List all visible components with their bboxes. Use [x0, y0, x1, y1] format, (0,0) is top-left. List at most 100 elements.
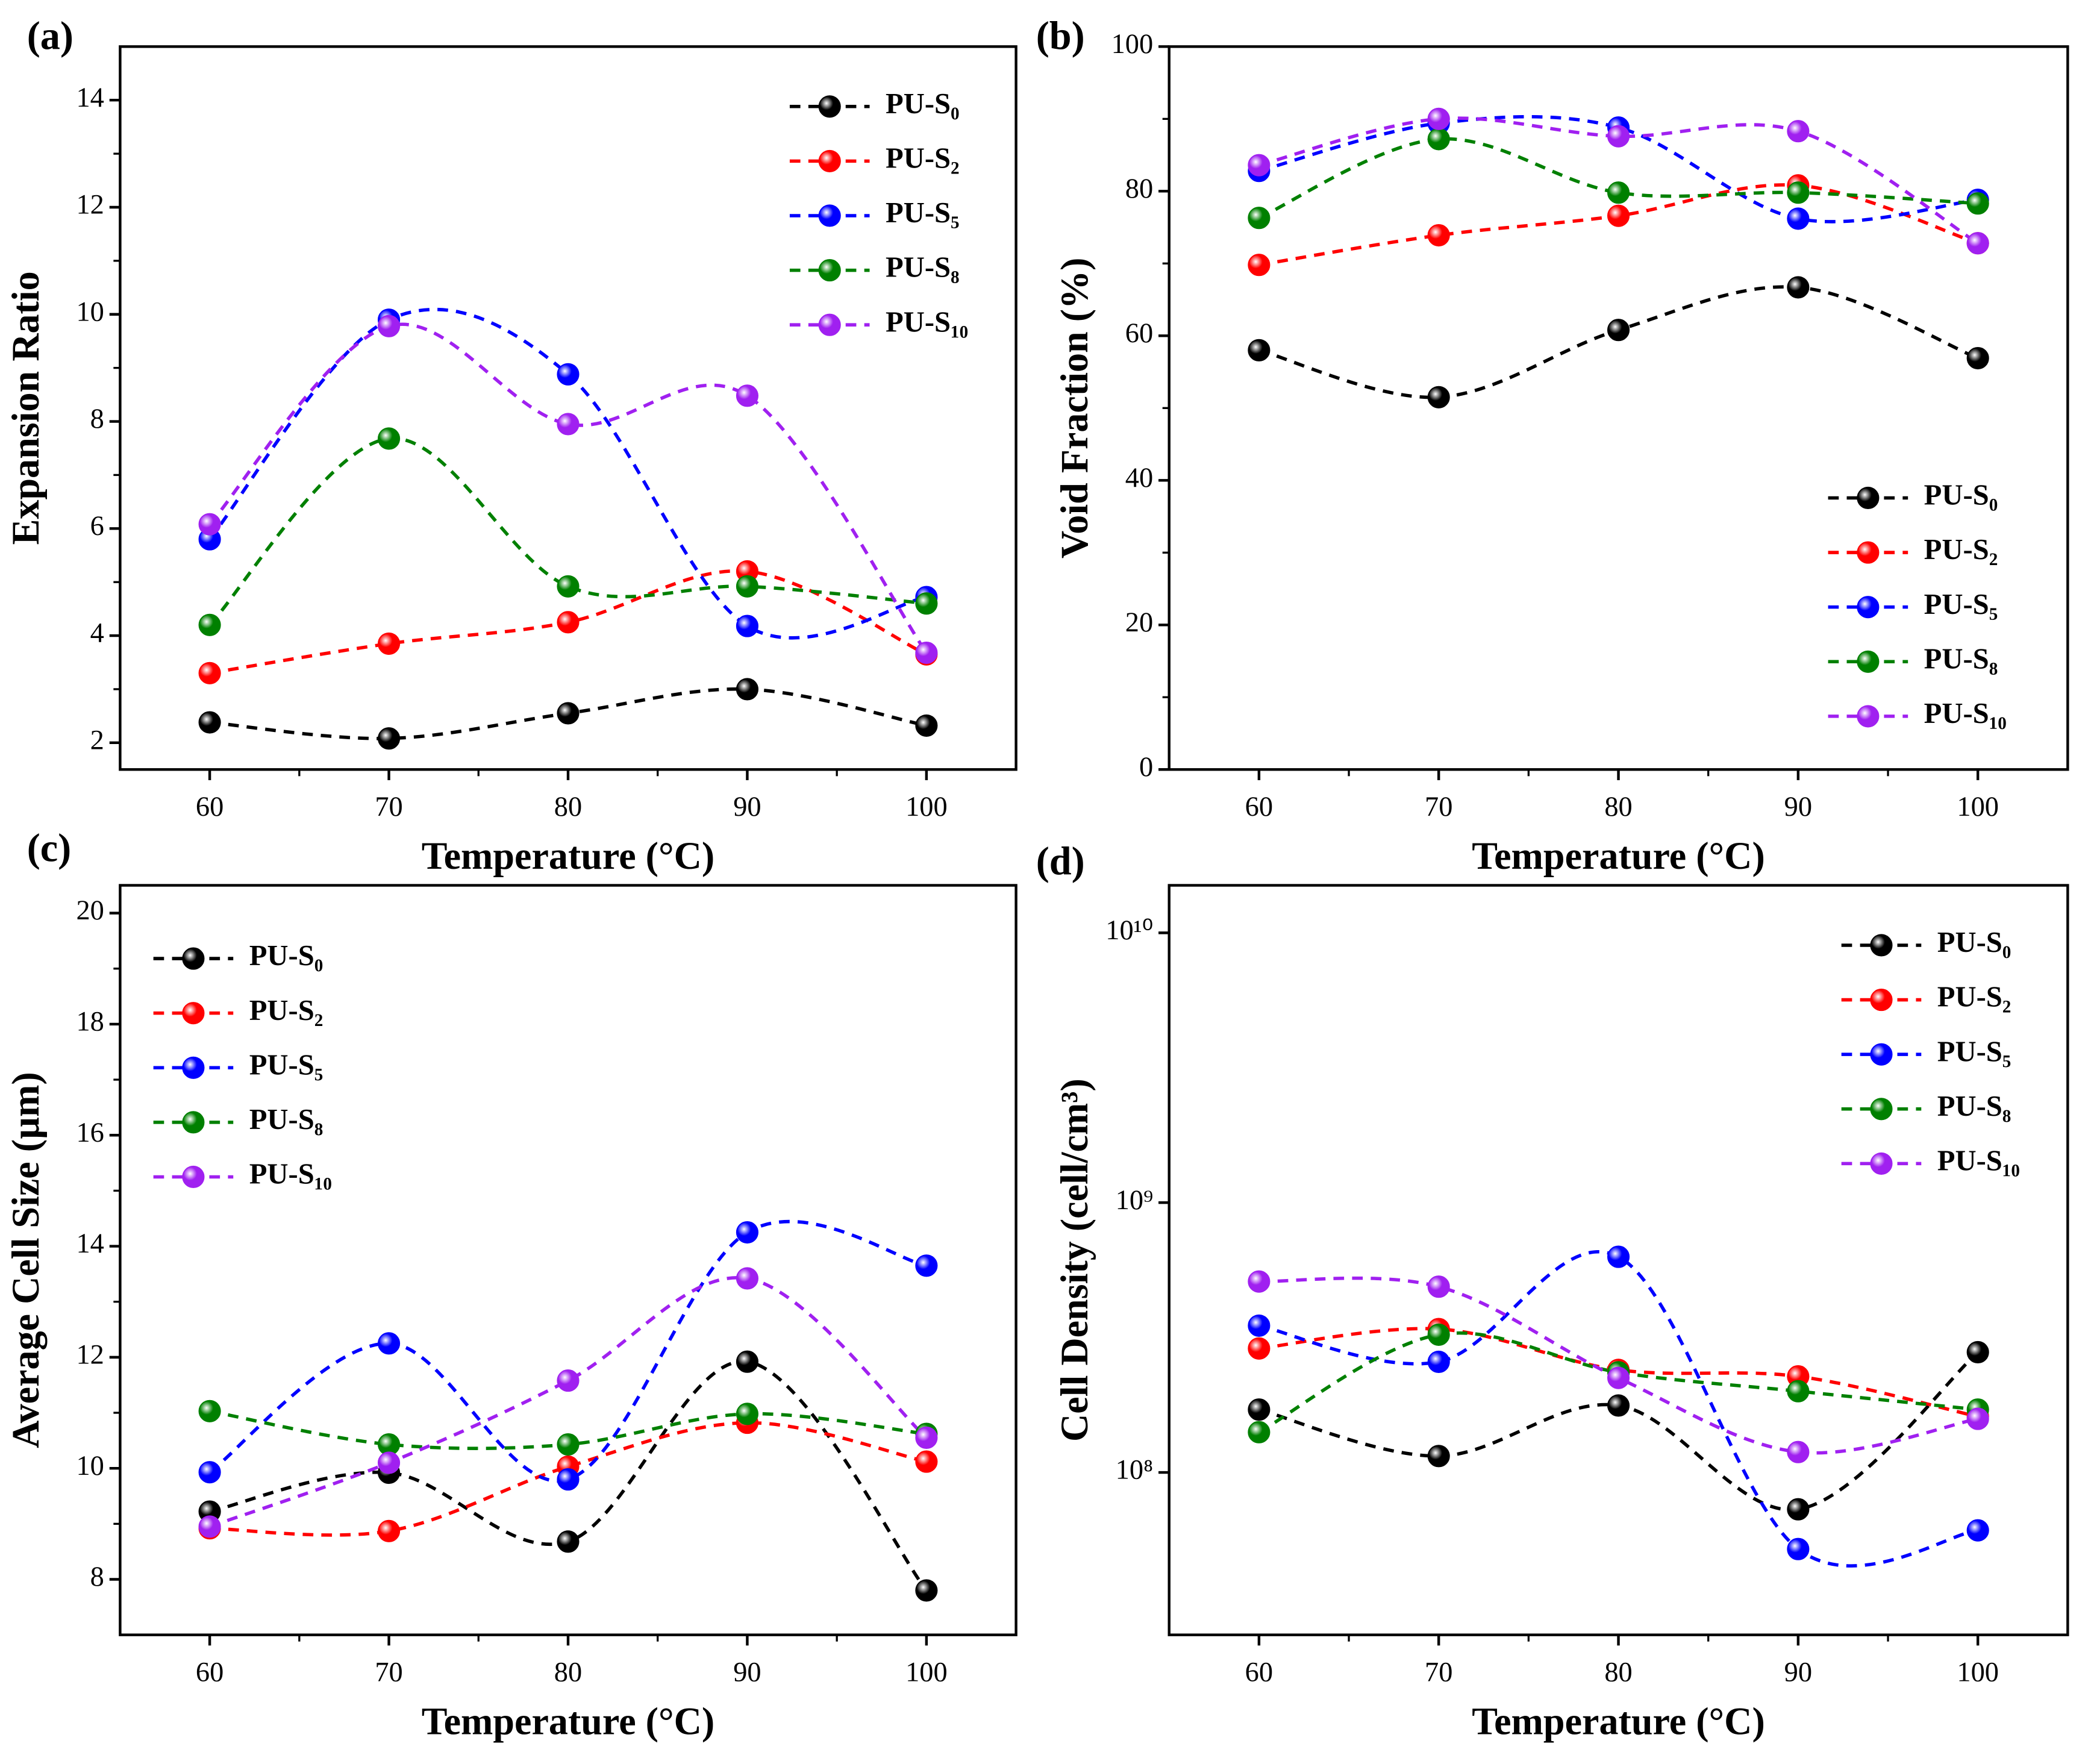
data-point	[915, 1426, 938, 1450]
y-tick-label: 8	[90, 404, 104, 434]
data-point	[1427, 1445, 1450, 1468]
data-point	[557, 1433, 580, 1456]
data-point	[1607, 1245, 1630, 1268]
legend-marker	[1870, 989, 1893, 1012]
y-axis-title: Void Fraction (%)	[1053, 258, 1096, 559]
data-point	[1966, 1519, 1989, 1542]
y-tick-label: 10	[76, 1451, 104, 1481]
data-point	[1427, 107, 1450, 130]
series-curve	[208, 437, 927, 627]
data-point	[1427, 1350, 1450, 1374]
legend-label: PU-S₀	[249, 939, 324, 972]
x-tick-label: 90	[1784, 1657, 1812, 1688]
legend-label: PU-S₅	[1937, 1035, 2011, 1068]
x-tick-label: 80	[1604, 1657, 1632, 1688]
x-tick-label: 90	[733, 792, 761, 822]
data-point	[557, 611, 580, 634]
data-point	[198, 711, 221, 734]
legend-label: PU-S₁₀	[1924, 697, 2007, 730]
data-point	[198, 613, 221, 636]
series-curve	[210, 1421, 927, 1537]
y-tick-label: 14	[76, 83, 104, 113]
data-point	[1248, 207, 1271, 230]
data-point	[1607, 1394, 1630, 1417]
data-point	[198, 1400, 221, 1422]
legend-label: PU-S₂	[1937, 981, 2011, 1013]
data-point	[557, 413, 580, 436]
data-point	[1607, 181, 1630, 204]
legend-marker	[1857, 486, 1880, 510]
data-point	[736, 1267, 758, 1290]
y-tick-label: 14	[76, 1228, 104, 1259]
x-tick-label: 100	[905, 1657, 948, 1688]
data-point	[557, 702, 580, 725]
data-point	[1787, 181, 1810, 204]
legend-marker	[182, 1002, 205, 1025]
data-point	[557, 1369, 580, 1392]
y-tick-label: 12	[76, 190, 104, 220]
data-point	[1607, 1366, 1630, 1389]
x-tick-label: 100	[1957, 792, 1999, 822]
data-point	[1427, 386, 1450, 408]
data-point	[736, 1403, 758, 1425]
data-point	[1427, 224, 1450, 247]
data-point	[1248, 1314, 1271, 1337]
legend-marker	[182, 1056, 205, 1079]
data-point	[1427, 1323, 1450, 1346]
data-point	[1966, 1407, 1989, 1430]
data-point	[1248, 1421, 1271, 1443]
data-point	[736, 678, 758, 701]
y-tick-label: 20	[1125, 607, 1153, 638]
legend-label: PU-S₈	[886, 251, 960, 284]
data-point	[377, 727, 401, 750]
data-point	[557, 1530, 580, 1553]
y-tick-label: 0	[1139, 752, 1153, 783]
data-point	[1248, 1270, 1271, 1293]
data-point	[198, 513, 221, 536]
legend-marker	[1870, 934, 1893, 957]
data-point	[1787, 276, 1810, 299]
data-point	[1427, 128, 1450, 151]
y-tick-label: 20	[76, 895, 104, 926]
data-point	[557, 1468, 580, 1491]
series-curve	[1258, 116, 1979, 245]
legend-marker	[818, 313, 841, 336]
y-tick-label: 10⁸	[1116, 1455, 1154, 1486]
x-axis-title: Temperature (°C)	[422, 1700, 715, 1743]
legend-marker	[182, 947, 205, 970]
y-tick-label: 2	[90, 725, 104, 755]
series-curve	[208, 307, 927, 640]
legend-marker	[818, 259, 841, 282]
plot-frame	[119, 45, 1017, 771]
y-axis-title: Expansion Ratio	[4, 271, 47, 545]
y-tick-label: 10¹⁰	[1105, 915, 1153, 946]
y-tick-label: 6	[90, 511, 104, 542]
legend-marker	[1857, 705, 1880, 728]
series-curve	[208, 322, 928, 654]
y-tick-label: 4	[90, 618, 104, 649]
data-point	[1787, 1380, 1810, 1403]
data-point	[1427, 1275, 1450, 1298]
x-tick-label: 80	[554, 792, 582, 822]
legend-marker	[818, 149, 841, 172]
y-tick-label: 12	[76, 1340, 104, 1371]
legend-label: PU-S₁₀	[1937, 1145, 2020, 1177]
y-tick-label: 80	[1125, 174, 1153, 204]
data-point	[1787, 207, 1810, 230]
legend-label: PU-S₈	[249, 1103, 324, 1136]
y-tick-label: 40	[1125, 463, 1153, 493]
data-point	[736, 615, 758, 637]
data-point	[1787, 1537, 1810, 1560]
data-point	[1966, 192, 1989, 215]
panel-label: (d)	[1036, 840, 1085, 884]
data-point	[1248, 254, 1271, 277]
y-tick-label: 8	[90, 1562, 104, 1592]
data-point	[1248, 154, 1271, 177]
legend-label: PU-S₂	[1924, 533, 1998, 566]
data-point	[557, 575, 580, 598]
data-point	[1607, 125, 1630, 148]
data-point	[915, 714, 938, 737]
data-point	[915, 1579, 938, 1602]
data-point	[1966, 1340, 1989, 1364]
data-point	[377, 427, 401, 450]
